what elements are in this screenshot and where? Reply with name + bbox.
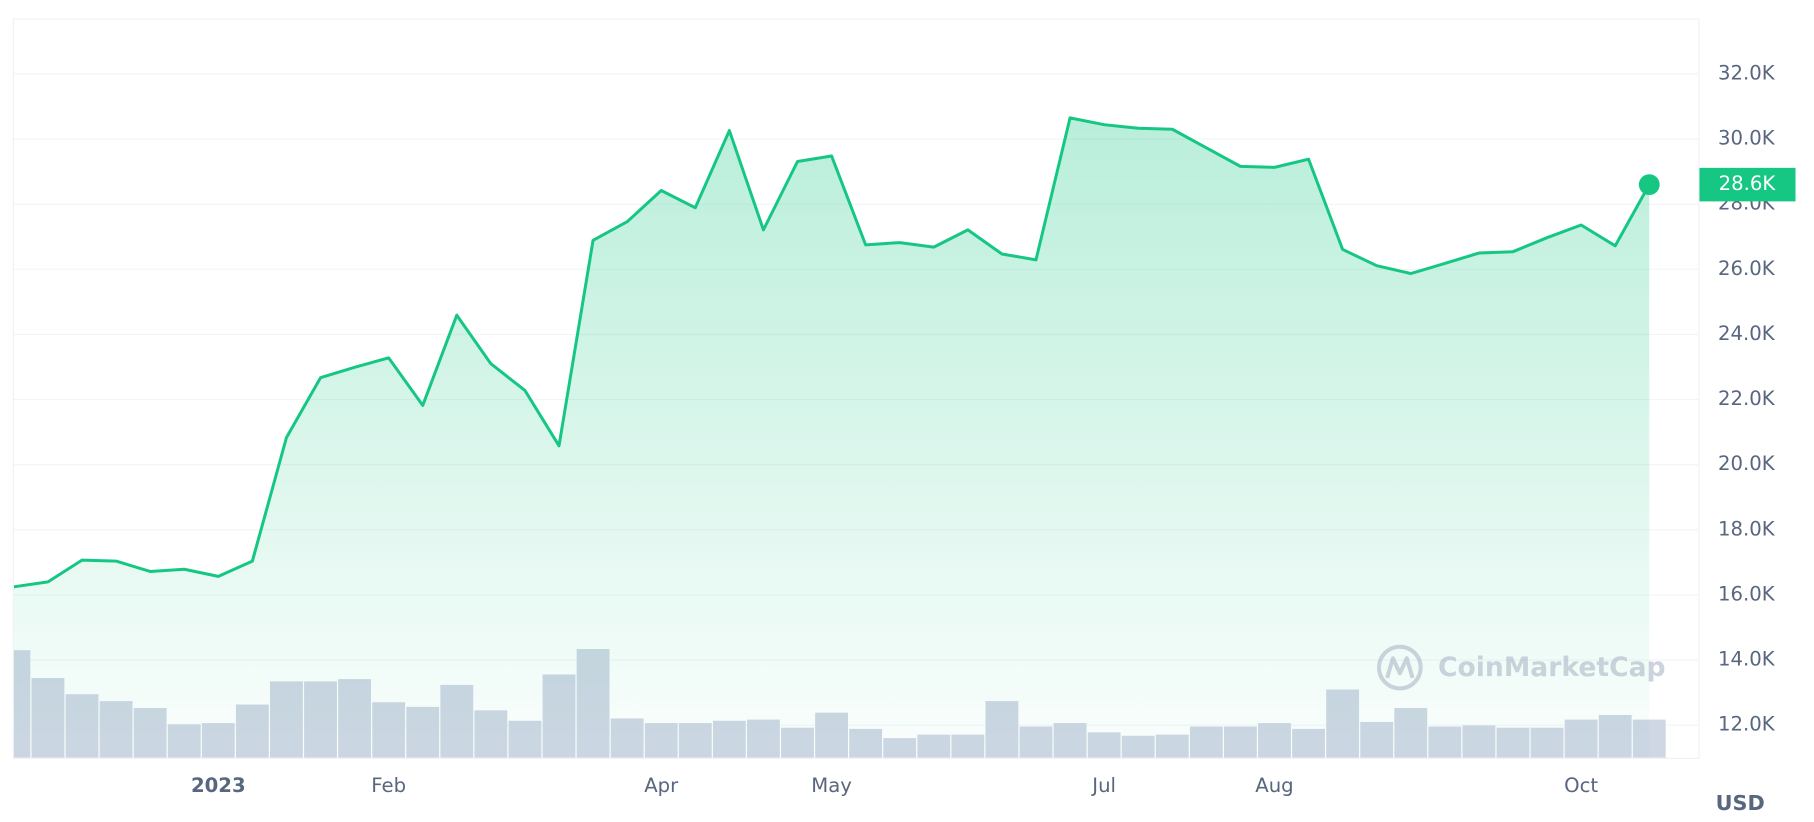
x-tick-label: Jul [1090,774,1116,797]
x-tick-label: 2023 [191,774,246,797]
currency-label: USD [1716,791,1765,815]
watermark-text: CoinMarketCap [1438,652,1666,683]
watermark-logo-mark [1385,656,1415,679]
y-tick-label: 14.0K [1718,648,1776,671]
y-tick-label: 24.0K [1718,322,1776,345]
price-badge-label: 28.6K [1719,172,1777,195]
watermark-logo [1376,644,1423,691]
y-tick-label: 12.0K [1718,713,1776,736]
price-badge [1699,167,1796,202]
last-point [1638,174,1660,196]
price-line [13,116,1651,589]
y-tick-label: 22.0K [1718,387,1776,410]
y-tick-label: 32.0K [1718,61,1776,84]
y-tick-label: 26.0K [1718,257,1776,280]
x-tick-label: May [811,774,852,797]
y-tick-label: 30.0K [1718,127,1776,150]
y-tick-label: 18.0K [1718,517,1776,540]
x-tick-label: Oct [1564,774,1598,797]
plot-area [13,116,1666,758]
watermark: CoinMarketCap [1376,644,1666,691]
x-tick-label: Apr [644,774,679,797]
x-tick-label: Feb [371,774,406,797]
y-tick-label: 20.0K [1718,452,1776,475]
plot-frame [12,18,1700,759]
y-tick-label: 16.0K [1718,582,1776,605]
area-fill [13,117,1650,758]
x-tick-label: Aug [1255,774,1293,797]
